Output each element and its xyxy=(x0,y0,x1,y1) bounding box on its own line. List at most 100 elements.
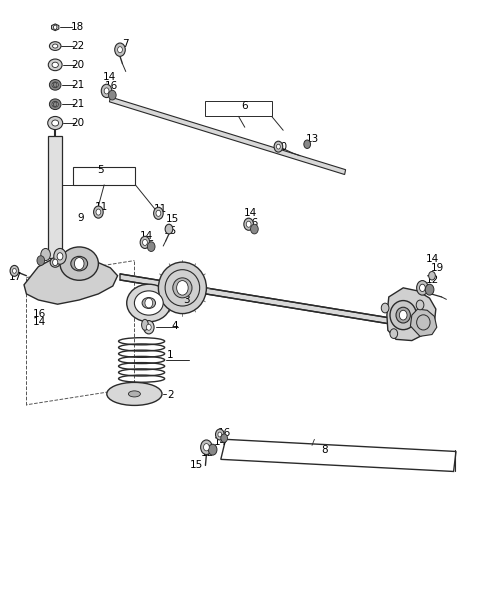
Ellipse shape xyxy=(134,291,163,315)
Text: 6: 6 xyxy=(241,101,248,111)
Ellipse shape xyxy=(107,382,162,405)
Text: 1: 1 xyxy=(167,350,174,359)
Text: 5: 5 xyxy=(97,165,104,175)
Circle shape xyxy=(154,207,163,219)
Circle shape xyxy=(115,43,125,56)
Polygon shape xyxy=(387,288,436,341)
Ellipse shape xyxy=(142,319,148,330)
Circle shape xyxy=(12,268,16,273)
Ellipse shape xyxy=(48,116,63,130)
Ellipse shape xyxy=(49,79,61,90)
Circle shape xyxy=(251,224,258,234)
Circle shape xyxy=(101,84,112,98)
Text: 14: 14 xyxy=(214,438,227,447)
Circle shape xyxy=(304,140,311,148)
Circle shape xyxy=(216,429,224,440)
Bar xyxy=(73,167,135,185)
Circle shape xyxy=(53,259,58,265)
Circle shape xyxy=(156,210,161,216)
Ellipse shape xyxy=(60,247,98,281)
Circle shape xyxy=(246,221,251,227)
Circle shape xyxy=(53,82,57,87)
Ellipse shape xyxy=(48,59,62,71)
Circle shape xyxy=(74,258,84,270)
Text: 13: 13 xyxy=(306,135,320,144)
Text: 17: 17 xyxy=(9,272,22,282)
Circle shape xyxy=(53,102,57,107)
Text: 22: 22 xyxy=(71,41,84,51)
Circle shape xyxy=(108,90,116,100)
Circle shape xyxy=(177,281,188,295)
Circle shape xyxy=(165,224,173,234)
Ellipse shape xyxy=(127,284,171,322)
Circle shape xyxy=(399,310,407,320)
Ellipse shape xyxy=(49,99,61,110)
Circle shape xyxy=(244,218,253,230)
Circle shape xyxy=(208,444,217,455)
Polygon shape xyxy=(410,309,437,336)
Text: 15: 15 xyxy=(164,227,178,236)
Text: 14: 14 xyxy=(103,72,117,82)
Circle shape xyxy=(425,284,434,295)
Text: 16: 16 xyxy=(33,309,46,319)
Ellipse shape xyxy=(71,256,88,271)
Circle shape xyxy=(37,256,45,265)
Polygon shape xyxy=(109,97,346,175)
Circle shape xyxy=(416,300,424,310)
Ellipse shape xyxy=(142,298,156,308)
Circle shape xyxy=(218,432,222,437)
Text: 16: 16 xyxy=(105,81,118,91)
Circle shape xyxy=(145,298,153,308)
Text: 15: 15 xyxy=(166,215,179,224)
Text: 16: 16 xyxy=(142,241,155,250)
Text: 14: 14 xyxy=(426,255,440,264)
Text: 16: 16 xyxy=(246,218,259,228)
Circle shape xyxy=(276,144,280,149)
Circle shape xyxy=(143,239,147,245)
Text: 16: 16 xyxy=(217,428,231,438)
Circle shape xyxy=(146,324,151,330)
Circle shape xyxy=(381,303,389,313)
Text: 14: 14 xyxy=(244,208,257,218)
Text: 3: 3 xyxy=(183,295,190,305)
Circle shape xyxy=(10,265,19,276)
Text: 19: 19 xyxy=(431,263,444,273)
Ellipse shape xyxy=(390,301,416,330)
Circle shape xyxy=(118,47,122,53)
Circle shape xyxy=(41,248,50,261)
Circle shape xyxy=(390,329,397,339)
Ellipse shape xyxy=(52,120,59,126)
Bar xyxy=(205,101,272,116)
Text: 20: 20 xyxy=(71,60,84,70)
Polygon shape xyxy=(120,274,418,328)
Text: 10: 10 xyxy=(275,142,288,152)
Circle shape xyxy=(104,88,109,94)
Ellipse shape xyxy=(50,258,60,267)
Circle shape xyxy=(53,25,57,30)
Text: 11: 11 xyxy=(154,204,167,214)
Ellipse shape xyxy=(158,262,206,313)
Ellipse shape xyxy=(49,42,61,50)
Circle shape xyxy=(417,281,428,295)
Circle shape xyxy=(201,440,212,454)
Text: 8: 8 xyxy=(322,445,328,454)
Circle shape xyxy=(429,271,435,280)
Text: 21: 21 xyxy=(71,99,84,109)
Text: 11: 11 xyxy=(95,202,108,212)
Ellipse shape xyxy=(144,321,154,334)
Circle shape xyxy=(147,242,155,251)
Text: 12: 12 xyxy=(201,448,214,458)
Ellipse shape xyxy=(129,391,140,397)
Ellipse shape xyxy=(52,101,59,107)
Text: 14: 14 xyxy=(140,231,154,241)
Circle shape xyxy=(420,284,425,291)
Bar xyxy=(48,136,62,258)
Text: 4: 4 xyxy=(172,321,179,331)
Circle shape xyxy=(96,209,101,215)
Circle shape xyxy=(140,236,150,248)
Ellipse shape xyxy=(52,62,59,67)
Polygon shape xyxy=(24,256,118,304)
Ellipse shape xyxy=(173,278,192,298)
Text: 18: 18 xyxy=(71,22,84,32)
Text: 12: 12 xyxy=(426,275,440,285)
